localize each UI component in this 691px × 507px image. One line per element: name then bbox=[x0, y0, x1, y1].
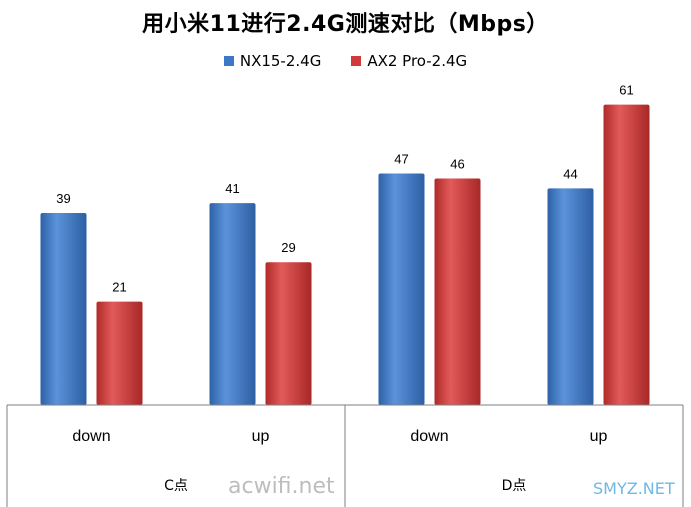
legend-label-series-1: NX15-2.4G bbox=[239, 52, 322, 70]
data-label-series-2-2: 29 bbox=[281, 240, 295, 255]
data-label-series-1-1: 39 bbox=[56, 191, 70, 206]
bar-series-1-4 bbox=[547, 188, 594, 405]
legend: NX15-2.4G AX2 Pro-2.4G bbox=[0, 52, 691, 70]
data-label-series-2-4: 61 bbox=[619, 83, 633, 98]
data-label-series-2-3: 46 bbox=[450, 156, 464, 171]
data-label-series-1-4: 44 bbox=[563, 166, 577, 181]
legend-item-series-1: NX15-2.4G bbox=[223, 52, 322, 70]
bar-series-2-3 bbox=[434, 178, 481, 405]
watermark-left: acwifi.net bbox=[228, 474, 335, 499]
group-label-1: C点 bbox=[164, 478, 188, 494]
data-label-series-2-1: 21 bbox=[112, 280, 126, 295]
bar-series-1-1 bbox=[40, 212, 87, 405]
legend-item-series-2: AX2 Pro-2.4G bbox=[351, 52, 467, 70]
bar-series-1-2 bbox=[209, 203, 256, 405]
x-tick-label-4: up bbox=[590, 428, 608, 445]
x-tick-label-2: up bbox=[252, 428, 270, 445]
bar-series-2-1 bbox=[96, 301, 143, 405]
data-label-series-1-3: 47 bbox=[394, 152, 408, 167]
data-label-series-1-2: 41 bbox=[225, 181, 239, 196]
x-tick-label-1: down bbox=[72, 428, 110, 445]
bar-series-1-3 bbox=[378, 173, 425, 405]
legend-label-series-2: AX2 Pro-2.4G bbox=[367, 52, 468, 70]
x-tick-label-3: down bbox=[410, 428, 448, 445]
bar-series-2-4 bbox=[603, 104, 650, 405]
chart-title: 用小米11进行2.4G测速对比（Mbps） bbox=[142, 12, 549, 37]
group-label-2: D点 bbox=[502, 478, 527, 494]
legend-swatch-series-2 bbox=[351, 56, 362, 66]
bar-series-2-2 bbox=[265, 262, 312, 405]
watermark-right: SMYZ.NET bbox=[593, 479, 675, 498]
legend-swatch-series-1 bbox=[223, 56, 234, 66]
